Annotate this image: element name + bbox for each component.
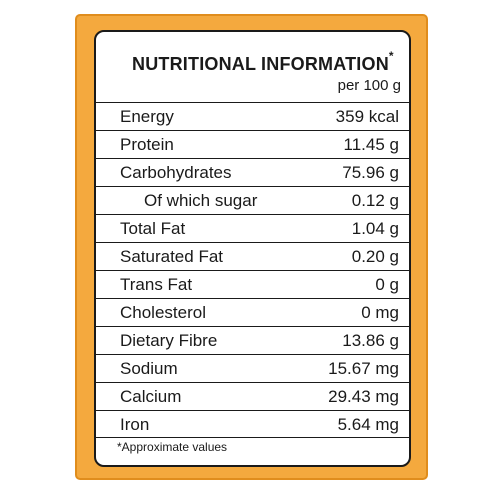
table-row: Saturated Fat 0.20 g (96, 242, 409, 270)
table-row: Protein 11.45 g (96, 130, 409, 158)
nutrient-name: Calcium (120, 387, 182, 406)
nutrient-name: Carbohydrates (120, 163, 232, 182)
nutrient-value: 29.43 mg (328, 387, 399, 406)
nutrient-value: 0 mg (361, 303, 399, 322)
table-row: Carbohydrates 75.96 g (96, 158, 409, 186)
label-title: NUTRITIONAL INFORMATION* (132, 49, 394, 75)
nutrient-value: 1.04 g (351, 219, 399, 238)
nutrition-label: NUTRITIONAL INFORMATION* per 100 g Energ… (94, 30, 411, 467)
nutrient-name: Dietary Fibre (120, 331, 218, 350)
table-row: Sodium 15.67 mg (96, 354, 409, 382)
nutrient-name: Of which sugar (144, 191, 258, 210)
nutrient-name: Sodium (120, 359, 178, 378)
nutrient-value: 75.96 g (342, 163, 399, 182)
nutrient-value: 359 kcal (335, 107, 399, 126)
table-row: Cholesterol 0 mg (96, 298, 409, 326)
nutrient-name: Iron (120, 415, 150, 434)
nutrient-value: 5.64 mg (337, 415, 399, 434)
label-header: NUTRITIONAL INFORMATION* per 100 g (96, 32, 409, 105)
footnote: *Approximate values (117, 440, 228, 454)
label-title-text: NUTRITIONAL INFORMATION (132, 54, 389, 74)
nutrient-name: Saturated Fat (120, 247, 224, 266)
title-marker: * (388, 49, 394, 63)
table-row: Energy 359 kcal (96, 102, 409, 130)
nutrient-name: Total Fat (120, 219, 186, 238)
table-row: Total Fat 1.04 g (96, 214, 409, 242)
nutrient-value: 13.86 g (342, 331, 399, 350)
nutrient-value: 15.67 mg (328, 359, 399, 378)
nutrient-name: Cholesterol (120, 303, 206, 322)
nutrient-value: 11.45 g (343, 135, 399, 154)
serving-size: per 100 g (337, 77, 401, 94)
nutrient-table: Energy 359 kcal Protein 11.45 g Carbohyd… (96, 102, 409, 438)
table-row: Trans Fat 0 g (96, 270, 409, 298)
nutrient-value: 0.12 g (351, 191, 399, 210)
nutrient-name: Energy (120, 107, 174, 126)
nutrient-value: 0 g (375, 275, 399, 294)
table-row: Dietary Fibre 13.86 g (96, 326, 409, 354)
table-row: Iron 5.64 mg (96, 410, 409, 438)
table-row: Calcium 29.43 mg (96, 382, 409, 410)
table-row: Of which sugar 0.12 g (96, 186, 409, 214)
nutrient-name: Trans Fat (120, 275, 193, 294)
nutrient-name: Protein (120, 135, 174, 154)
nutrient-value: 0.20 g (351, 247, 399, 266)
